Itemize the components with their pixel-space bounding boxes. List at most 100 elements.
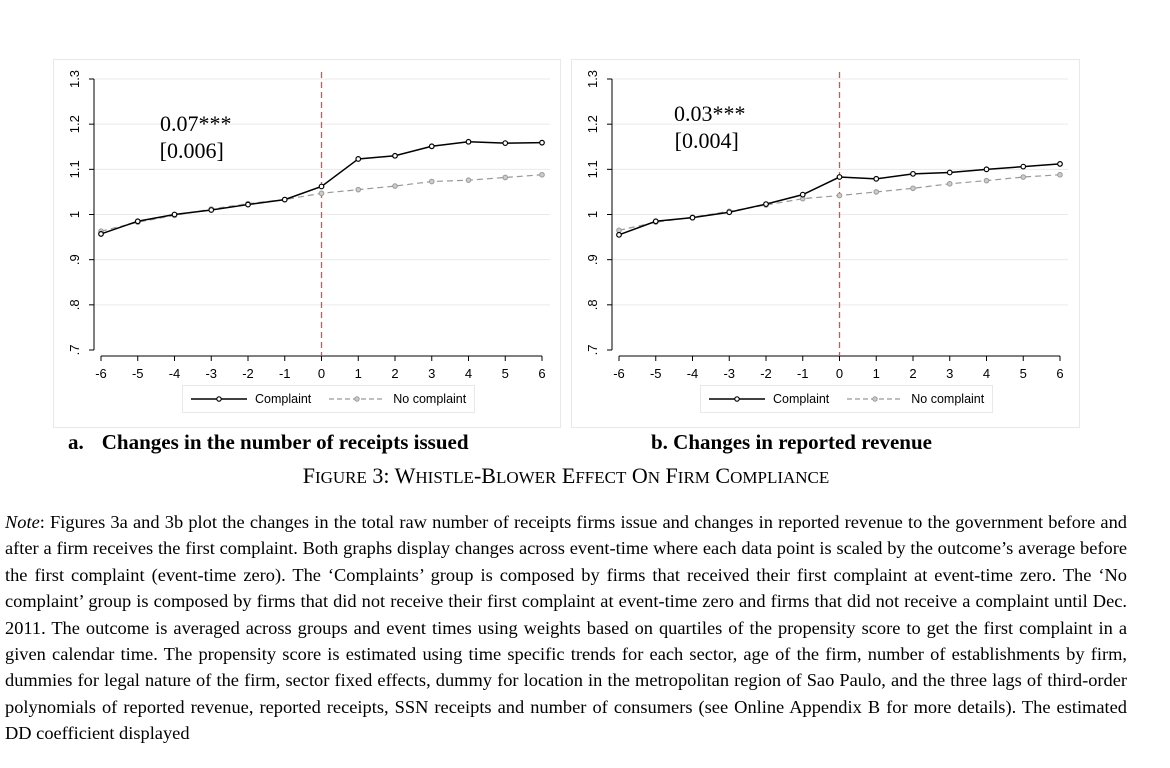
chart-b-plot: .7 .8 .9 1 1.1 1.2 1.3 -6 -5 -4 -3 -2 -1 0 1 2 3 4 5 6: [585, 70, 1068, 381]
x-tick-label: 4: [465, 366, 472, 381]
x-tick-label: 0: [836, 366, 843, 381]
y-tick-label: .8: [67, 299, 82, 310]
x-tick-label: 5: [502, 366, 509, 381]
point-complaint: [652, 218, 659, 225]
x-tick-label: 3: [946, 366, 953, 381]
point-no-complaint: [318, 190, 325, 197]
dd-coefficient-a: 0.07*** [0.006]: [152, 110, 232, 164]
y-tick-label: 1.3: [585, 70, 600, 88]
legend-swatch-no-complaint: [329, 394, 386, 404]
point-complaint: [245, 201, 251, 208]
point-no-complaint: [355, 186, 362, 193]
legend-swatch-no-complaint: [847, 394, 904, 404]
y-tick-label: 1.2: [585, 115, 600, 133]
figure-title: FIGURE 3: WHISTLE-BLOWER EFFECT ON FIRM …: [302, 463, 830, 488]
point-no-complaint: [616, 227, 622, 234]
point-complaint: [1020, 163, 1027, 170]
legend-label-no-complaint: No complaint: [393, 392, 467, 406]
x-tick-label: 2: [909, 366, 916, 381]
x-tick-label: 3: [428, 366, 435, 381]
point-no-complaint: [873, 189, 880, 195]
y-tick-label: .8: [585, 299, 600, 310]
chart-panel-a: .7 .8 .9 1 1.1 1.2 1.3 -6 -5 -4 -3 -2 -1 0 1 2 3 4 5 6 0.07…: [53, 59, 561, 428]
x-tick-label: 1: [355, 366, 362, 381]
y-tick-label: .9: [67, 254, 82, 265]
point-complaint: [208, 207, 215, 213]
x-tick-label: -5: [132, 366, 144, 381]
point-complaint: [134, 218, 141, 225]
x-tick-label: 5: [1020, 366, 1027, 381]
note-text: : Figures 3a and 3b plot the changes in …: [5, 512, 1127, 744]
point-complaint: [392, 152, 398, 159]
chart-a-plot: .7 .8 .9 1 1.1 1.2 1.3 -6 -5 -4 -3 -2 -1 0 1 2 3 4 5 6: [67, 70, 550, 381]
y-tick-label: 1.3: [67, 70, 82, 88]
point-complaint: [98, 231, 104, 237]
x-tick-label: -6: [95, 366, 107, 381]
y-tick-label: .9: [585, 254, 600, 265]
legend-label-complaint: Complaint: [773, 392, 830, 406]
point-complaint: [910, 170, 916, 177]
point-complaint: [539, 139, 545, 146]
point-no-complaint: [465, 177, 472, 183]
x-tick-label: -4: [687, 366, 699, 381]
note-label: Note: [5, 512, 40, 532]
point-complaint: [171, 211, 178, 218]
x-tick-label: -1: [797, 366, 809, 381]
dd-coef-a: 0.07***: [160, 111, 232, 136]
legend-label-complaint: Complaint: [255, 392, 312, 406]
x-tick-label: -2: [760, 366, 772, 381]
point-no-complaint: [836, 192, 843, 199]
x-tick-label: 0: [318, 366, 325, 381]
point-complaint: [763, 201, 769, 208]
x-tick-label: -4: [169, 366, 181, 381]
y-tick-label: .7: [585, 345, 600, 356]
point-complaint: [502, 140, 509, 147]
y-tick-label: 1.1: [67, 160, 82, 178]
subcaption-b: b. Changes in reported revenue: [651, 430, 932, 454]
figure-note: Note: Figures 3a and 3b plot the changes…: [5, 509, 1127, 747]
y-tick-label: .7: [67, 345, 82, 356]
point-complaint: [726, 209, 733, 216]
x-tick-label: 4: [983, 366, 990, 381]
point-complaint: [799, 191, 806, 198]
x-tick-label: 1: [873, 366, 880, 381]
point-complaint: [689, 214, 696, 221]
subcaption-a-text: Changes in the number of receipts issued: [101, 430, 469, 454]
x-tick-label: -2: [242, 366, 254, 381]
point-no-complaint: [946, 180, 953, 187]
point-complaint: [946, 169, 953, 176]
x-tick-label: -6: [613, 366, 625, 381]
y-tick-label: 1: [67, 211, 82, 218]
point-no-complaint: [392, 183, 398, 189]
point-no-complaint: [428, 178, 435, 185]
legend-b: Complaint No complaint: [700, 385, 994, 413]
x-tick-label: 6: [538, 366, 545, 381]
point-complaint: [281, 196, 288, 203]
point-no-complaint: [502, 174, 509, 181]
dd-coef-b: 0.03***: [674, 101, 746, 126]
subcaption-a: a. Changes in the number of receipts issu…: [68, 430, 469, 455]
chart-panel-b: .7 .8 .9 1 1.1 1.2 1.3 -6 -5 -4 -3 -2 -1 0 1 2 3 4 5 6 0.03…: [571, 59, 1080, 428]
legend-a: Complaint No complaint: [182, 385, 476, 413]
point-no-complaint: [1020, 174, 1027, 180]
dd-se-a: [0.006]: [159, 138, 224, 163]
dd-se-b: [0.004]: [674, 128, 739, 153]
point-no-complaint: [910, 185, 916, 192]
y-tick-label: 1: [585, 211, 600, 218]
dd-coefficient-b: 0.03*** [0.004]: [668, 100, 746, 154]
point-no-complaint: [983, 177, 990, 184]
point-complaint: [983, 166, 990, 173]
subcaption-a-label: a.: [68, 430, 84, 454]
x-tick-label: -3: [723, 366, 735, 381]
x-tick-label: -5: [650, 366, 662, 381]
point-complaint: [465, 138, 472, 145]
legend-swatch-complaint: [191, 394, 247, 404]
point-complaint: [1057, 161, 1063, 167]
y-tick-label: 1.2: [67, 115, 82, 133]
x-tick-label: -1: [279, 366, 291, 381]
point-complaint: [836, 174, 843, 180]
x-tick-label: 6: [1056, 366, 1063, 381]
x-tick-label: -3: [205, 366, 217, 381]
legend-label-no-complaint: No complaint: [911, 392, 985, 406]
point-complaint: [873, 175, 880, 182]
